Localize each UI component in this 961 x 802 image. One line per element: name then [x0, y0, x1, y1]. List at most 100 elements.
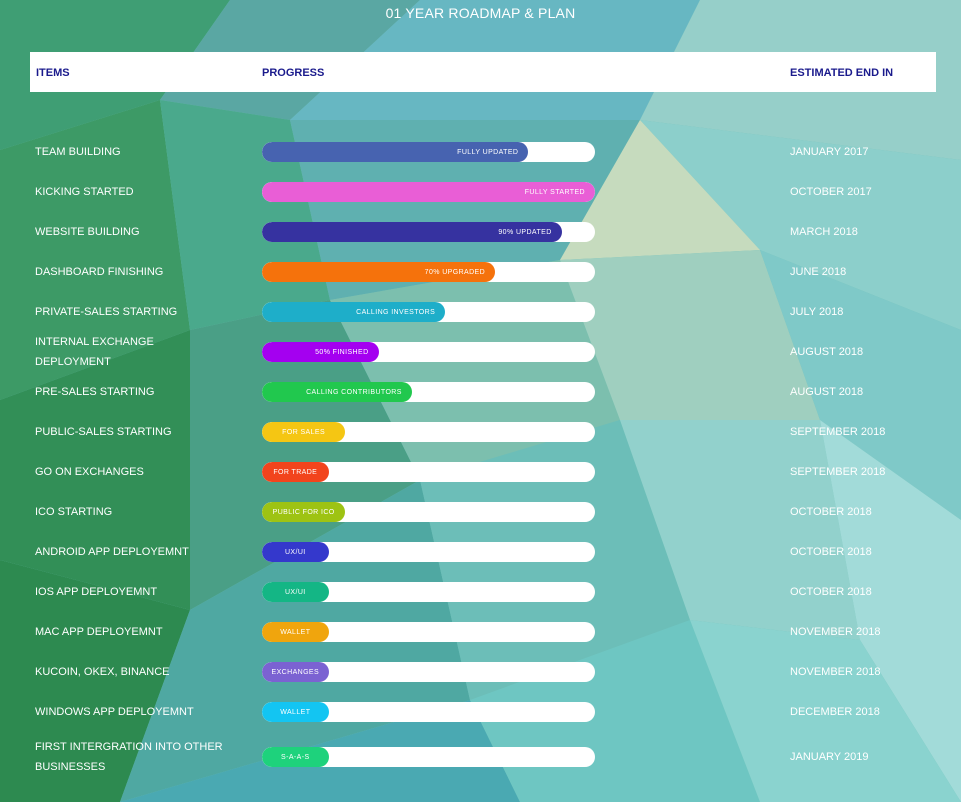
table-header: ITEMS PROGRESS ESTIMATED END IN	[30, 52, 936, 92]
progress-status-label: FULLY UPDATED	[457, 148, 519, 156]
header-progress: PROGRESS	[262, 67, 325, 79]
roadmap-row: ICO STARTING PUBLIC FOR ICO OCTOBER 2018	[0, 492, 961, 532]
roadmap-row: MAC APP DEPLOYEMNT WALLET NOVEMBER 2018	[0, 612, 961, 652]
estimated-end-date: NOVEMBER 2018	[790, 666, 881, 678]
roadmap-item-label: WEBSITE BUILDING	[35, 226, 140, 238]
roadmap-item-label: KUCOIN, OKEX, BINANCE	[35, 666, 170, 678]
estimated-end-date: JUNE 2018	[790, 266, 847, 278]
estimated-end-date: OCTOBER 2018	[790, 586, 872, 598]
estimated-end-date: OCTOBER 2018	[790, 506, 872, 518]
progress-status-label: EXCHANGES	[271, 668, 320, 676]
progress-track: CALLING INVESTORS	[262, 302, 595, 322]
progress-track: S-A-A-S	[262, 747, 595, 767]
progress-track: EXCHANGES	[262, 662, 595, 682]
roadmap-item-label: INTERNAL EXCHANGE DEPLOYMENT	[35, 336, 154, 368]
progress-fill: PUBLIC FOR ICO	[262, 502, 346, 522]
header-items: ITEMS	[36, 67, 70, 79]
roadmap-row: PUBLIC-SALES STARTING FOR SALES SEPTEMBER …	[0, 412, 961, 452]
progress-fill: WALLET	[262, 622, 329, 642]
roadmap-item-label: MAC APP DEPLOYEMNT	[35, 626, 163, 638]
roadmap-row: WEBSITE BUILDING 90% UPDATED MARCH 2018	[0, 212, 961, 252]
progress-status-label: 70% UPGRADED	[424, 268, 486, 276]
progress-status-label: CALLING CONTRIBUTORS	[306, 388, 402, 396]
progress-fill: FOR TRADE	[262, 462, 329, 482]
estimated-end-date: OCTOBER 2017	[790, 186, 872, 198]
roadmap-item-label: PUBLIC-SALES STARTING	[35, 426, 172, 438]
progress-track: CALLING CONTRIBUTORS	[262, 382, 595, 402]
progress-fill: 90% UPDATED	[262, 222, 562, 242]
progress-track: FULLY UPDATED	[262, 142, 595, 162]
progress-status-label: PUBLIC FOR ICO	[272, 508, 335, 516]
progress-status-label: FULLY STARTED	[524, 188, 585, 196]
estimated-end-date: AUGUST 2018	[790, 346, 864, 358]
estimated-end-date: SEPTEMBER 2018	[790, 466, 886, 478]
roadmap-row: PRIVATE-SALES STARTING CALLING INVESTORS J…	[0, 292, 961, 332]
progress-fill: UX/UI	[262, 582, 329, 602]
progress-fill: 70% UPGRADED	[262, 262, 496, 282]
progress-fill: S-A-A-S	[262, 747, 329, 767]
roadmap-item-label: PRE-SALES STARTING	[35, 386, 155, 398]
progress-status-label: FOR TRADE	[273, 468, 318, 476]
estimated-end-date: JANUARY 2017	[790, 146, 869, 158]
estimated-end-date: NOVEMBER 2018	[790, 626, 881, 638]
estimated-end-date: MARCH 2018	[790, 226, 858, 238]
roadmap-row: WINDOWS APP DEPLOYEMNT WALLET DECEMBER 201…	[0, 692, 961, 732]
roadmap-item-label: GO ON EXCHANGES	[35, 466, 144, 478]
progress-fill: FOR SALES	[262, 422, 346, 442]
roadmap-row: INTERNAL EXCHANGE DEPLOYMENT 50% FINISHED…	[0, 332, 961, 372]
estimated-end-date: AUGUST 2018	[790, 386, 864, 398]
estimated-end-date: JANUARY 2019	[790, 751, 869, 763]
roadmap-item-label: ANDROID APP DEPLOYEMNT	[35, 546, 189, 558]
roadmap-row: IOS APP DEPLOYEMNT UX/UI OCTOBER 2018	[0, 572, 961, 612]
roadmap-row: PRE-SALES STARTING CALLING CONTRIBUTORS AU…	[0, 372, 961, 412]
progress-fill: CALLING CONTRIBUTORS	[262, 382, 412, 402]
progress-track: UX/UI	[262, 582, 595, 602]
roadmap-item-label: WINDOWS APP DEPLOYEMNT	[35, 706, 194, 718]
roadmap-item-label: FIRST INTERGRATION INTO OTHER BUSINESSES	[35, 741, 223, 773]
progress-track: UX/UI	[262, 542, 595, 562]
progress-track: FOR TRADE	[262, 462, 595, 482]
progress-fill: CALLING INVESTORS	[262, 302, 446, 322]
estimated-end-date: SEPTEMBER 2018	[790, 426, 886, 438]
roadmap-item-label: IOS APP DEPLOYEMNT	[35, 586, 158, 598]
progress-status-label: 50% FINISHED	[315, 348, 369, 356]
estimated-end-date: DECEMBER 2018	[790, 706, 880, 718]
roadmap-row: ANDROID APP DEPLOYEMNT UX/UI OCTOBER 2018	[0, 532, 961, 572]
progress-status-label: WALLET	[280, 708, 311, 716]
progress-track: FOR SALES	[262, 422, 595, 442]
roadmap-item-label: ICO STARTING	[35, 506, 113, 518]
progress-status-label: UX/UI	[284, 588, 306, 596]
progress-status-label: UX/UI	[284, 548, 306, 556]
progress-track: WALLET	[262, 622, 595, 642]
roadmap-row: KICKING STARTED FULLY STARTED OCTOBER 2017	[0, 172, 961, 212]
progress-track: PUBLIC FOR ICO	[262, 502, 595, 522]
progress-track: FULLY STARTED	[262, 182, 595, 202]
roadmap-row: GO ON EXCHANGES FOR TRADE SEPTEMBER 2018	[0, 452, 961, 492]
progress-fill: FULLY UPDATED	[262, 142, 529, 162]
progress-status-label: FOR SALES	[282, 428, 326, 436]
progress-track: 70% UPGRADED	[262, 262, 595, 282]
roadmap-item-label: KICKING STARTED	[35, 186, 134, 198]
roadmap-row: FIRST INTERGRATION INTO OTHER BUSINESSES…	[0, 737, 961, 777]
roadmap-item-label: DASHBOARD FINISHING	[35, 266, 164, 278]
header-estimated-end: ESTIMATED END IN	[790, 67, 894, 79]
progress-status-label: 90% UPDATED	[498, 228, 552, 236]
roadmap-row: DASHBOARD FINISHING 70% UPGRADED JUNE 2018	[0, 252, 961, 292]
progress-track: 90% UPDATED	[262, 222, 595, 242]
progress-track: 50% FINISHED	[262, 342, 595, 362]
roadmap-row: TEAM BUILDING FULLY UPDATED JANUARY 2017	[0, 132, 961, 172]
progress-status-label: S-A-A-S	[281, 753, 310, 761]
progress-fill: WALLET	[262, 702, 329, 722]
page-title: 01 YEAR ROADMAP & PLAN	[385, 5, 576, 21]
estimated-end-date: OCTOBER 2018	[790, 546, 872, 558]
progress-fill: 50% FINISHED	[262, 342, 379, 362]
roadmap-item-label: PRIVATE-SALES STARTING	[35, 306, 178, 318]
progress-status-label: CALLING INVESTORS	[356, 308, 436, 316]
estimated-end-date: JULY 2018	[790, 306, 844, 318]
progress-fill: EXCHANGES	[262, 662, 329, 682]
roadmap-item-label: TEAM BUILDING	[35, 146, 121, 158]
progress-fill: FULLY STARTED	[262, 182, 595, 202]
progress-status-label: WALLET	[280, 628, 311, 636]
progress-fill: UX/UI	[262, 542, 329, 562]
